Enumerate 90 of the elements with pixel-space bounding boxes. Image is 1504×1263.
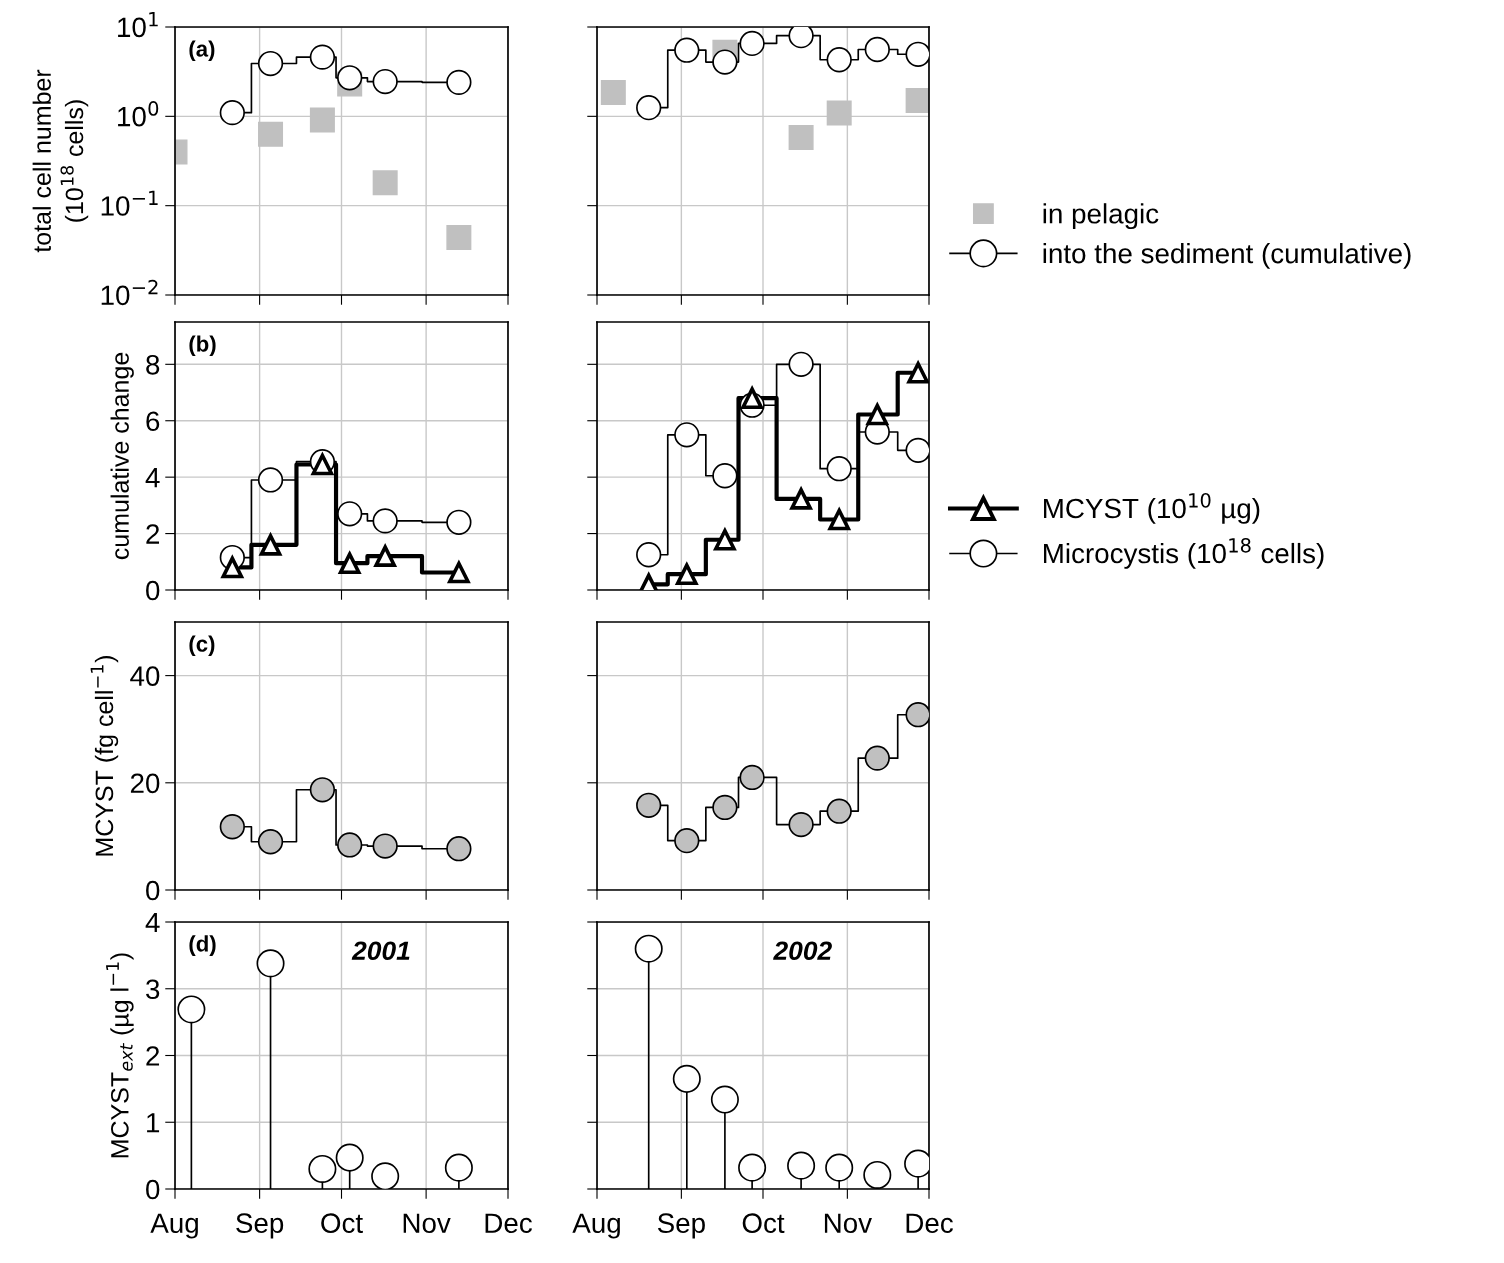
point xyxy=(309,777,336,803)
x-tick-label: Nov xyxy=(824,1213,872,1234)
y-axis-title: MCYST (fg cell$^{−1}$) xyxy=(90,656,119,856)
y-tick-label: 4 xyxy=(145,912,160,933)
point xyxy=(446,225,472,251)
x-tick-label: Dec xyxy=(906,1213,953,1234)
point xyxy=(672,1064,701,1093)
point xyxy=(674,828,700,854)
point xyxy=(374,545,397,567)
x-tick-label: Sep xyxy=(657,1213,705,1239)
x-tick-label: Dec xyxy=(485,1213,532,1234)
point xyxy=(710,1085,739,1114)
point xyxy=(219,814,245,840)
point xyxy=(712,49,738,75)
annotation: 2001 xyxy=(351,941,410,961)
point xyxy=(864,745,890,771)
y-tick-label: 0 xyxy=(146,880,160,901)
point xyxy=(335,1143,364,1172)
point xyxy=(258,121,284,147)
point xyxy=(446,836,472,862)
x-tick-label: Oct xyxy=(321,1213,363,1234)
point xyxy=(905,702,929,728)
point xyxy=(738,1153,767,1182)
y-tick-label: 10$^{0}$ xyxy=(118,101,159,127)
point xyxy=(787,1151,816,1180)
point xyxy=(788,811,814,838)
y-tick-label: 2 xyxy=(146,1046,160,1066)
point xyxy=(371,1162,400,1189)
x-tick-label: Oct xyxy=(742,1213,785,1234)
y-tick-label: 40 xyxy=(130,666,160,686)
y-tick-label: 3 xyxy=(146,979,160,1000)
point xyxy=(177,995,206,1024)
point xyxy=(826,798,852,824)
annotation: (c) xyxy=(189,635,215,657)
annotation: (d) xyxy=(189,935,216,957)
point xyxy=(372,833,398,859)
point xyxy=(713,526,737,551)
point xyxy=(447,559,471,584)
y-tick-label: 20 xyxy=(130,773,160,794)
point xyxy=(905,88,929,114)
point xyxy=(825,1153,854,1182)
x-tick-label: Sep xyxy=(236,1213,284,1239)
point xyxy=(826,100,852,126)
point xyxy=(741,387,763,410)
x-tick-label: Aug xyxy=(150,1213,198,1239)
y-tick-label: 4 xyxy=(145,468,160,488)
point xyxy=(634,934,663,963)
annotation: (a) xyxy=(189,40,215,62)
point xyxy=(712,794,738,821)
x-tick-label: Aug xyxy=(572,1213,620,1239)
point xyxy=(308,1154,337,1184)
y-axis-title: cumulative change xyxy=(110,352,134,560)
point xyxy=(826,456,852,482)
point xyxy=(337,832,363,858)
x-tick-label: Nov xyxy=(403,1213,451,1234)
point xyxy=(444,1153,473,1182)
point xyxy=(863,1160,892,1189)
point xyxy=(636,792,662,818)
point xyxy=(788,124,814,150)
y-tick-label: 10$^{1}$ xyxy=(118,12,158,38)
legend-label: into the sediment (cumulative) xyxy=(1043,242,1411,269)
point xyxy=(675,563,698,586)
y-axis-title: total cell number (10$^{18}$ cells) xyxy=(32,69,89,253)
legend-label: MCYST (10$^{10}$ µg) xyxy=(1044,492,1260,524)
point xyxy=(220,554,245,579)
point xyxy=(827,506,851,531)
y-tick-label: 6 xyxy=(146,411,160,432)
point xyxy=(257,467,284,493)
y-tick-label: 1 xyxy=(147,1113,160,1133)
y-axis-title: MCYST$_{ext}$ (µg l$^{−1}$) xyxy=(106,953,134,1158)
point xyxy=(256,949,285,978)
legend-label: in pelagic xyxy=(1043,203,1159,230)
point xyxy=(337,65,363,91)
annotation: 2002 xyxy=(773,941,832,961)
point xyxy=(338,552,361,575)
annotation: (b) xyxy=(189,335,216,357)
legend-label: Microcystis (10$^{18}$ cells) xyxy=(1044,537,1324,569)
point xyxy=(600,79,626,105)
point xyxy=(257,829,284,855)
y-tick-label: 8 xyxy=(146,354,160,375)
y-tick-label: 10$^{−2}$ xyxy=(101,279,158,306)
point xyxy=(739,764,765,791)
y-tick-label: 2 xyxy=(146,524,160,544)
y-tick-label: 10$^{−1}$ xyxy=(101,190,158,216)
point xyxy=(309,107,335,133)
y-tick-label: 0 xyxy=(146,1179,160,1200)
y-tick-label: 0 xyxy=(146,580,160,601)
point xyxy=(865,401,890,426)
point xyxy=(372,170,398,196)
point xyxy=(906,359,929,384)
